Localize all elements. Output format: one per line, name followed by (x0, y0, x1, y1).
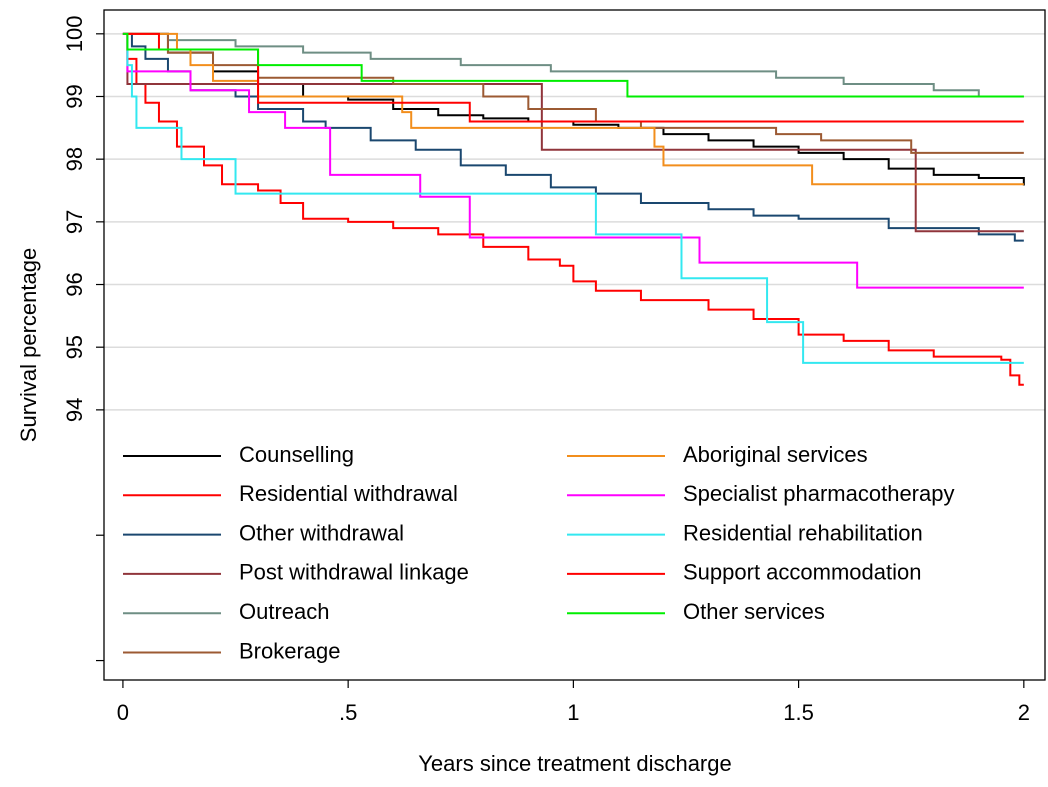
y-tick-label: 100 (62, 15, 87, 52)
legend-label: Post withdrawal linkage (239, 560, 469, 585)
x-tick-label: 1 (567, 700, 579, 725)
survival-curve (122, 32, 1024, 98)
y-tick-label: 96 (62, 272, 87, 296)
y-tick-label: 99 (62, 84, 87, 108)
survival-curve (122, 32, 1024, 186)
legend-box (110, 432, 1040, 672)
x-tick-label: 2 (1018, 700, 1030, 725)
y-tick-label: 94 (62, 398, 87, 422)
survival-curve (122, 32, 1024, 98)
survival-curve (122, 32, 1024, 386)
y-axis-title: Survival percentage (16, 248, 41, 442)
legend-label: Residential rehabilitation (683, 520, 923, 545)
y-tick-label: 95 (62, 335, 87, 359)
x-axis-title: Years since treatment discharge (418, 751, 731, 776)
survival-curve (122, 32, 1024, 289)
survival-curve (122, 32, 1024, 364)
legend-label: Support accommodation (683, 560, 921, 585)
legend-label: Specialist pharmacotherapy (683, 481, 954, 506)
legend-label: Residential withdrawal (239, 481, 458, 506)
y-tick-label: 97 (62, 210, 87, 234)
legend-label: Aboriginal services (683, 442, 868, 467)
x-tick-label: 1.5 (783, 700, 814, 725)
survival-curve (122, 32, 1024, 123)
legend-label: Outreach (239, 599, 330, 624)
survival-curve (122, 32, 1024, 154)
legend-label: Brokerage (239, 638, 341, 663)
legend-label: Counselling (239, 442, 354, 467)
legend-label: Other services (683, 599, 825, 624)
y-tick-label: 98 (62, 147, 87, 171)
x-tick-label: .5 (339, 700, 357, 725)
x-tick-label: 0 (117, 700, 129, 725)
plot-frame (103, 9, 1046, 681)
legend-label: Other withdrawal (239, 520, 404, 545)
